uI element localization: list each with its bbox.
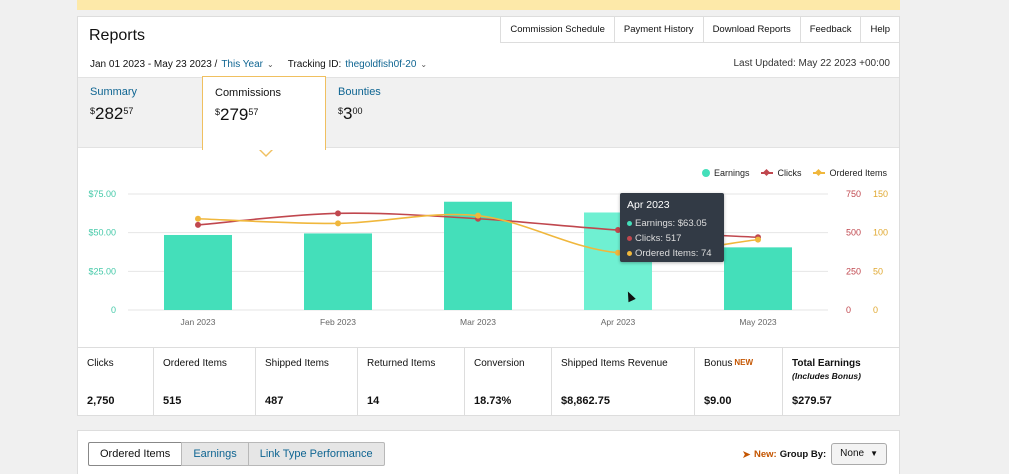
tab-download-reports[interactable]: Download Reports — [703, 17, 801, 43]
stat-total-earnings: Total Earnings (Includes Bonus) $279.57 — [792, 358, 861, 407]
stat-conversion: Conversion 18.73% — [465, 348, 552, 415]
chart-legend: Earnings Clicks Ordered Items — [701, 168, 887, 178]
y-left-tick-label: $75.00 — [88, 189, 116, 199]
reports-card: Reports Commission Schedule Payment Hist… — [77, 16, 900, 416]
legend-earnings[interactable]: Earnings — [701, 168, 749, 178]
y-right-clicks-tick-label: 250 — [846, 266, 861, 276]
earnings-bar — [724, 247, 792, 310]
ordered-items-point — [615, 249, 621, 256]
report-nav: Commission Schedule Payment History Down… — [500, 17, 899, 43]
tab-commission-schedule[interactable]: Commission Schedule — [501, 17, 615, 43]
stat-shipped-revenue: Shipped Items Revenue $8,862.75 — [552, 348, 695, 415]
tab-payment-history[interactable]: Payment History — [614, 17, 704, 43]
tooltip-ordered: Ordered Items: 74 — [627, 246, 717, 261]
notice-banner — [77, 0, 900, 10]
earnings-dot-icon — [701, 169, 710, 177]
clicks-point — [335, 210, 341, 217]
chart-tooltip: Apr 2023 Earnings: $63.05 Clicks: 517 Or… — [620, 193, 724, 262]
tracking-id-dropdown[interactable]: thegoldfish0f-20 — [345, 59, 417, 70]
stat-clicks: Clicks 2,750 — [78, 348, 154, 415]
bounties-amount: $300 — [338, 104, 363, 123]
y-right-ordered-tick-label: 0 — [873, 305, 878, 315]
y-left-tick-label: 0 — [111, 305, 116, 315]
tab-bounties-label: Bounties — [338, 86, 381, 98]
commissions-amount: $27957 — [215, 105, 259, 124]
ordered-line-icon — [813, 169, 826, 177]
y-right-clicks-tick-label: 750 — [846, 189, 861, 199]
y-left-tick-label: $25.00 — [88, 266, 116, 276]
tab-help[interactable]: Help — [861, 17, 899, 43]
stat-bonus: Bonus NEW $9.00 — [695, 348, 783, 415]
group-by: ➤ New: Group By: None ▼ — [742, 443, 887, 465]
y-right-ordered-tick-label: 150 — [873, 189, 888, 199]
ordered-items-point — [195, 215, 201, 222]
new-badge: NEW — [734, 358, 754, 367]
tab-bounties[interactable]: Bounties $300 — [338, 86, 381, 124]
x-tick-label: Feb 2023 — [320, 317, 356, 327]
tab-link-type-performance[interactable]: Link Type Performance — [247, 442, 385, 466]
tab-feedback[interactable]: Feedback — [800, 17, 862, 43]
tooltip-title: Apr 2023 — [627, 199, 670, 211]
chevron-down-icon[interactable]: ⌄ — [420, 60, 428, 69]
tracking-label: Tracking ID: — [287, 59, 342, 70]
y-left-tick-label: $50.00 — [88, 228, 116, 238]
period-dropdown[interactable]: This Year — [221, 59, 264, 70]
stat-returned-items: Returned Items 14 — [358, 348, 465, 415]
clicks-line-icon — [761, 169, 774, 177]
clicks-point — [195, 221, 201, 228]
y-right-clicks-tick-label: 500 — [846, 228, 861, 238]
stat-shipped-items: Shipped Items 487 — [256, 348, 358, 415]
ordered-items-point — [755, 236, 761, 243]
breakdown-card: Ordered Items Earnings Link Type Perform… — [77, 430, 900, 474]
rocket-icon: ➤ — [741, 448, 752, 461]
stats-bar: Clicks 2,750 Ordered Items 515 Shipped Ite… — [78, 347, 899, 415]
x-tick-label: Apr 2023 — [601, 317, 636, 327]
y-right-clicks-tick-label: 0 — [846, 305, 851, 315]
tab-summary[interactable]: Summary $28257 — [90, 86, 137, 124]
tab-earnings[interactable]: Earnings — [181, 442, 249, 466]
page-title: Reports — [89, 27, 146, 44]
clicks-point — [615, 227, 621, 234]
active-tab-caret — [259, 149, 273, 157]
y-right-ordered-tick-label: 100 — [873, 228, 888, 238]
tooltip-clicks: Clicks: 517 — [627, 231, 717, 246]
x-tick-label: Jan 2023 — [181, 317, 216, 327]
ordered-items-point — [475, 212, 481, 219]
tab-commissions[interactable]: Commissions $27957 — [202, 76, 326, 150]
legend-ordered-items[interactable]: Ordered Items — [813, 168, 887, 178]
group-by-select[interactable]: None ▼ — [831, 443, 887, 465]
stat-ordered-items: Ordered Items 515 — [154, 348, 256, 415]
filter-bar: Jan 01 2023 - May 23 2023 / This Year ⌄ … — [90, 59, 427, 70]
chevron-down-icon[interactable]: ⌄ — [267, 60, 274, 69]
earnings-bar — [304, 233, 372, 310]
x-tick-label: May 2023 — [739, 317, 777, 327]
tab-commissions-label: Commissions — [215, 87, 282, 99]
date-range: Jan 01 2023 - May 23 2023 / — [90, 59, 218, 70]
summary-amount: $28257 — [90, 104, 134, 123]
chevron-down-icon: ▼ — [870, 449, 878, 458]
earnings-chart[interactable]: $75.00 750 150$50.00 500 100$25.00 250 500 0 0Ja… — [78, 162, 899, 347]
legend-clicks[interactable]: Clicks — [761, 168, 801, 178]
last-updated: Last Updated: May 22 2023 +00:00 — [733, 58, 890, 69]
x-tick-label: Mar 2023 — [460, 317, 496, 327]
tooltip-earnings: Earnings: $63.05 — [627, 216, 717, 231]
summary-tabs: Summary $28257 Commissions $27957 Bounti… — [78, 76, 899, 150]
breakdown-tabs: Ordered Items Earnings Link Type Perform… — [88, 442, 385, 466]
y-right-ordered-tick-label: 50 — [873, 266, 883, 276]
tab-summary-label: Summary — [90, 86, 138, 98]
ordered-items-point — [335, 220, 341, 227]
earnings-bar — [164, 234, 232, 310]
tab-ordered-items[interactable]: Ordered Items — [88, 442, 183, 466]
